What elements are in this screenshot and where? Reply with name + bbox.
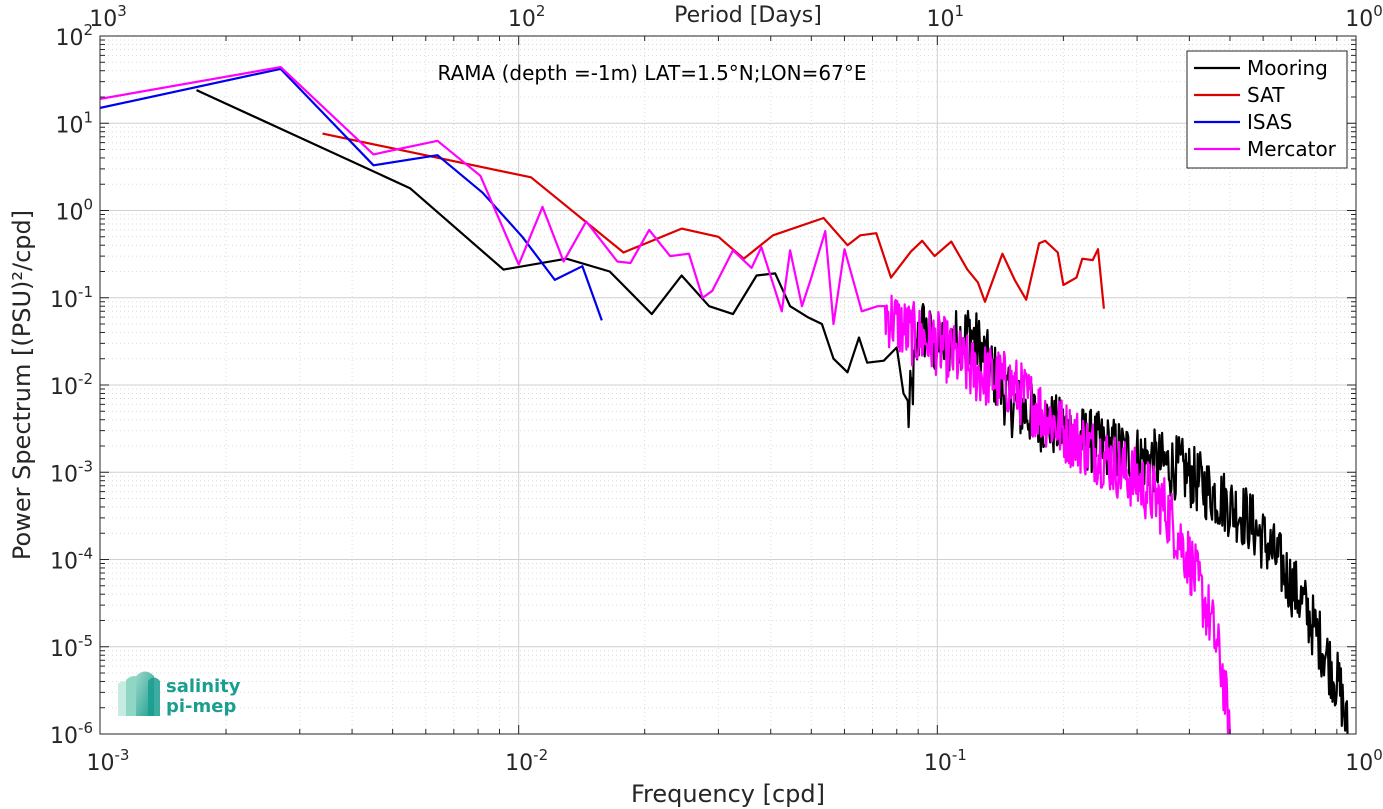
y-tick-label: 101	[55, 108, 93, 138]
legend-label-mooring: Mooring	[1247, 56, 1328, 80]
x-tick-label: 100	[1345, 746, 1383, 776]
tick-marks	[99, 36, 1356, 735]
salinity-pi-mep-logo-icon: salinity pi-mep	[118, 671, 241, 717]
top-tick-label: 103	[89, 2, 127, 32]
x-tick-label: 10-3	[87, 746, 130, 776]
y-tick-label: 10-6	[50, 719, 93, 749]
top-tick-label: 102	[508, 2, 546, 32]
y-tick-label: 10-3	[50, 457, 93, 487]
legend: Mooring SAT ISAS Mercator	[1186, 50, 1348, 169]
x-axis-label: Frequency [cpd]	[631, 780, 825, 808]
top-tick-label: 101	[927, 2, 965, 32]
y-tick-label: 10-4	[50, 545, 93, 575]
x-tick-label: 10-1	[924, 746, 967, 776]
svg-text:salinity: salinity	[166, 676, 241, 697]
series-line-mercator	[100, 66, 1231, 734]
y-axis-label: Power Spectrum [(PSU)²/cpd]	[8, 210, 36, 560]
series-line-isas	[100, 67, 603, 321]
y-tick-label: 102	[55, 21, 93, 51]
legend-label-isas: ISAS	[1247, 110, 1292, 134]
chart-title: RAMA (depth =-1m) LAT=1.5°N;LON=67°E	[438, 61, 867, 85]
top-tick-label: 100	[1345, 2, 1383, 32]
series-layer	[100, 66, 1349, 734]
y-tick-label: 10-5	[50, 632, 93, 662]
y-tick-label: 100	[55, 196, 93, 226]
x-tick-label: 10-2	[505, 746, 548, 776]
y-tick-label: 10-2	[50, 370, 93, 400]
legend-label-sat: SAT	[1247, 83, 1285, 107]
series-line-sat	[322, 132, 1105, 309]
svg-text:pi-mep: pi-mep	[166, 696, 236, 717]
y-tick-label: 10-1	[50, 283, 93, 313]
top-axis-label: Period [Days]	[674, 3, 822, 28]
legend-label-mercator: Mercator	[1247, 137, 1337, 161]
grid	[100, 36, 1356, 734]
